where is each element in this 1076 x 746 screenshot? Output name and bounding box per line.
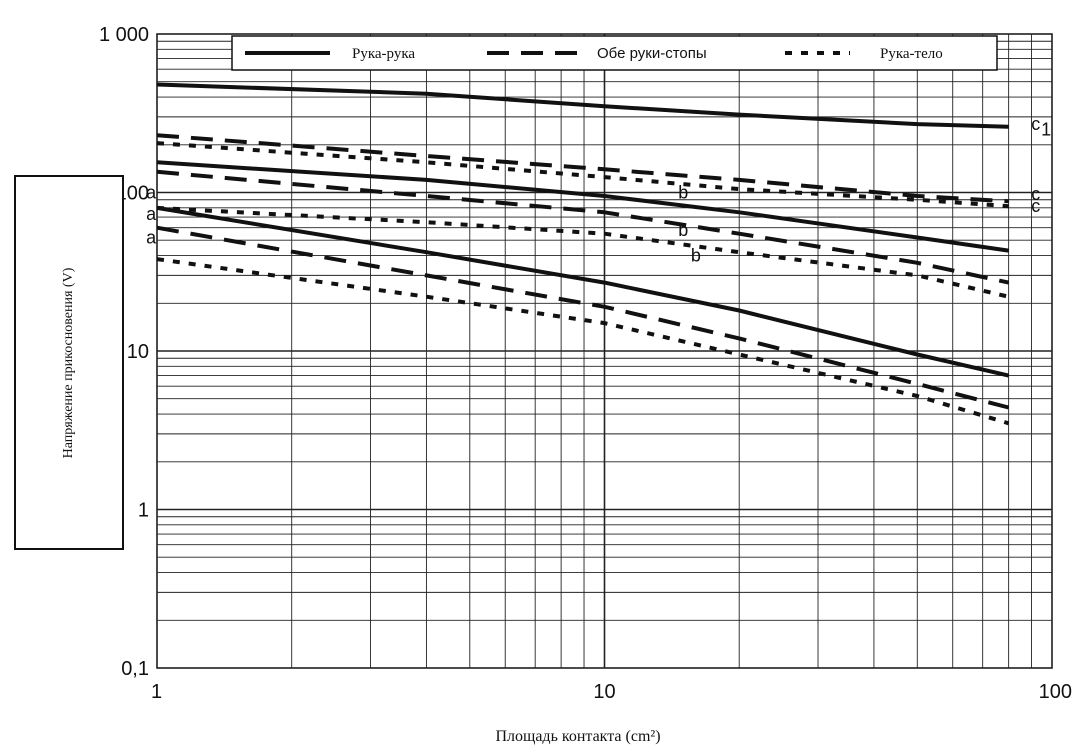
legend-box <box>231 35 998 71</box>
x-tick-labels: 1 10 100 <box>151 681 1072 703</box>
x-tick-label: 10 <box>593 681 615 703</box>
series-line-7 <box>156 205 1010 378</box>
curve-label: b <box>678 183 688 203</box>
curve-label: a <box>146 204 157 224</box>
grid-layer <box>156 33 1053 669</box>
y-tick-label: 1 000 <box>99 24 149 46</box>
curve-label: a <box>146 183 157 203</box>
legend: Рука-рука Обе руки-стопы Рука-тело <box>231 35 998 71</box>
curve-label: c <box>1031 114 1040 134</box>
y-tick-label: 1 <box>138 500 149 522</box>
curve-label: b <box>678 220 688 240</box>
curve-label: c <box>1031 196 1040 216</box>
legend-label-solid: Рука-рука <box>352 46 415 62</box>
series-line-9 <box>156 257 1010 426</box>
y-axis-label-box: Напряжение прикосновения (V) <box>14 175 124 550</box>
series-line-2 <box>156 133 1009 204</box>
curve-label: c <box>1031 184 1040 204</box>
curve-label: a <box>146 228 157 248</box>
series-line-6 <box>156 205 1010 299</box>
x-tick-label: 1 <box>151 681 162 703</box>
x-axis-label: Площадь контакта (cm²) <box>495 728 660 745</box>
series-line-3 <box>156 141 1009 209</box>
y-tick-label: 0,1 <box>121 658 149 680</box>
legend-label-dotted: Рука-тело <box>880 46 943 62</box>
x-tick-label: 100 <box>1039 681 1072 703</box>
legend-label-dashed: Обе руки-стопы <box>597 45 707 62</box>
curve-label: b <box>691 246 701 266</box>
series-line-1 <box>156 82 1009 129</box>
y-tick-label: 10 <box>127 341 149 363</box>
series-line-4 <box>156 160 1009 253</box>
y-axis-label: Напряжение прикосновения (V) <box>61 267 76 458</box>
series-layer <box>156 82 1010 426</box>
curve-label: 1 <box>1041 119 1051 139</box>
series-line-5 <box>156 169 1010 285</box>
series-line-8 <box>156 225 1010 410</box>
